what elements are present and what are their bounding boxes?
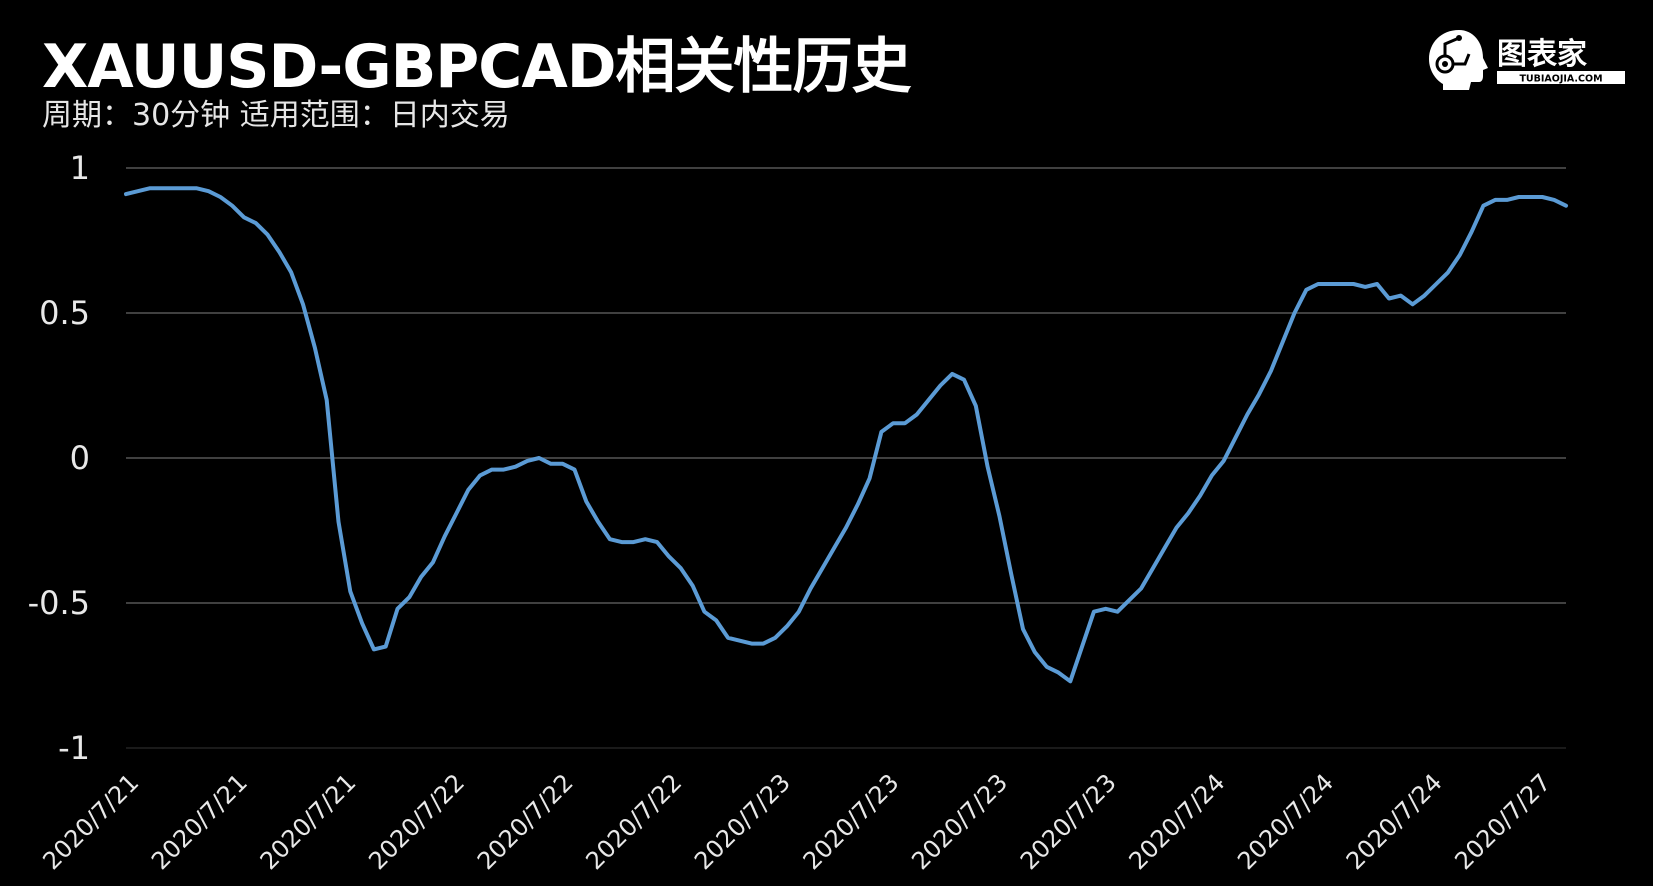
x-tick-label: 2020/7/23 [689,768,796,875]
x-tick-label: 2020/7/23 [798,768,905,875]
x-tick-label: 2020/7/22 [363,768,470,875]
grid-lines [126,167,1566,749]
y-tick-label: 0 [70,439,90,477]
x-tick-label: 2020/7/24 [1124,768,1231,875]
y-tick-label: -1 [58,729,90,767]
logo-subtext: TUBIAOJIA.COM [1519,74,1602,85]
x-tick-label: 2020/7/22 [581,768,688,875]
chart-title: XAUUSD-GBPCAD相关性历史 [42,32,912,102]
x-tick-label: 2020/7/22 [472,768,579,875]
chart-subtitle: 周期：30分钟 适用范围：日内交易 [42,98,510,133]
x-tick-label: 2020/7/24 [1341,768,1448,875]
x-tick-label: 2020/7/24 [1232,768,1339,875]
x-tick-label: 2020/7/21 [37,768,144,875]
y-tick-label: 1 [70,149,90,187]
x-tick-label: 2020/7/27 [1449,768,1556,875]
logo-text: 图表家 [1497,37,1587,72]
y-tick-label: 0.5 [39,294,90,332]
tubiaojia-logo: 图表家 TUBIAOJIA.COM [1429,30,1625,90]
x-tick-label: 2020/7/23 [1015,768,1122,875]
x-tick-label: 2020/7/21 [146,768,253,875]
x-tick-label: 2020/7/23 [906,768,1013,875]
y-tick-label: -0.5 [28,584,90,622]
x-axis-ticks: 2020/7/21 2020/7/21 2020/7/21 2020/7/22 2020… [37,768,1556,875]
x-tick-label: 2020/7/21 [255,768,362,875]
y-axis-ticks: 1 0.5 0 -0.5 -1 [28,149,90,767]
series-line [124,186,1568,684]
robot-head-icon [1429,30,1488,90]
